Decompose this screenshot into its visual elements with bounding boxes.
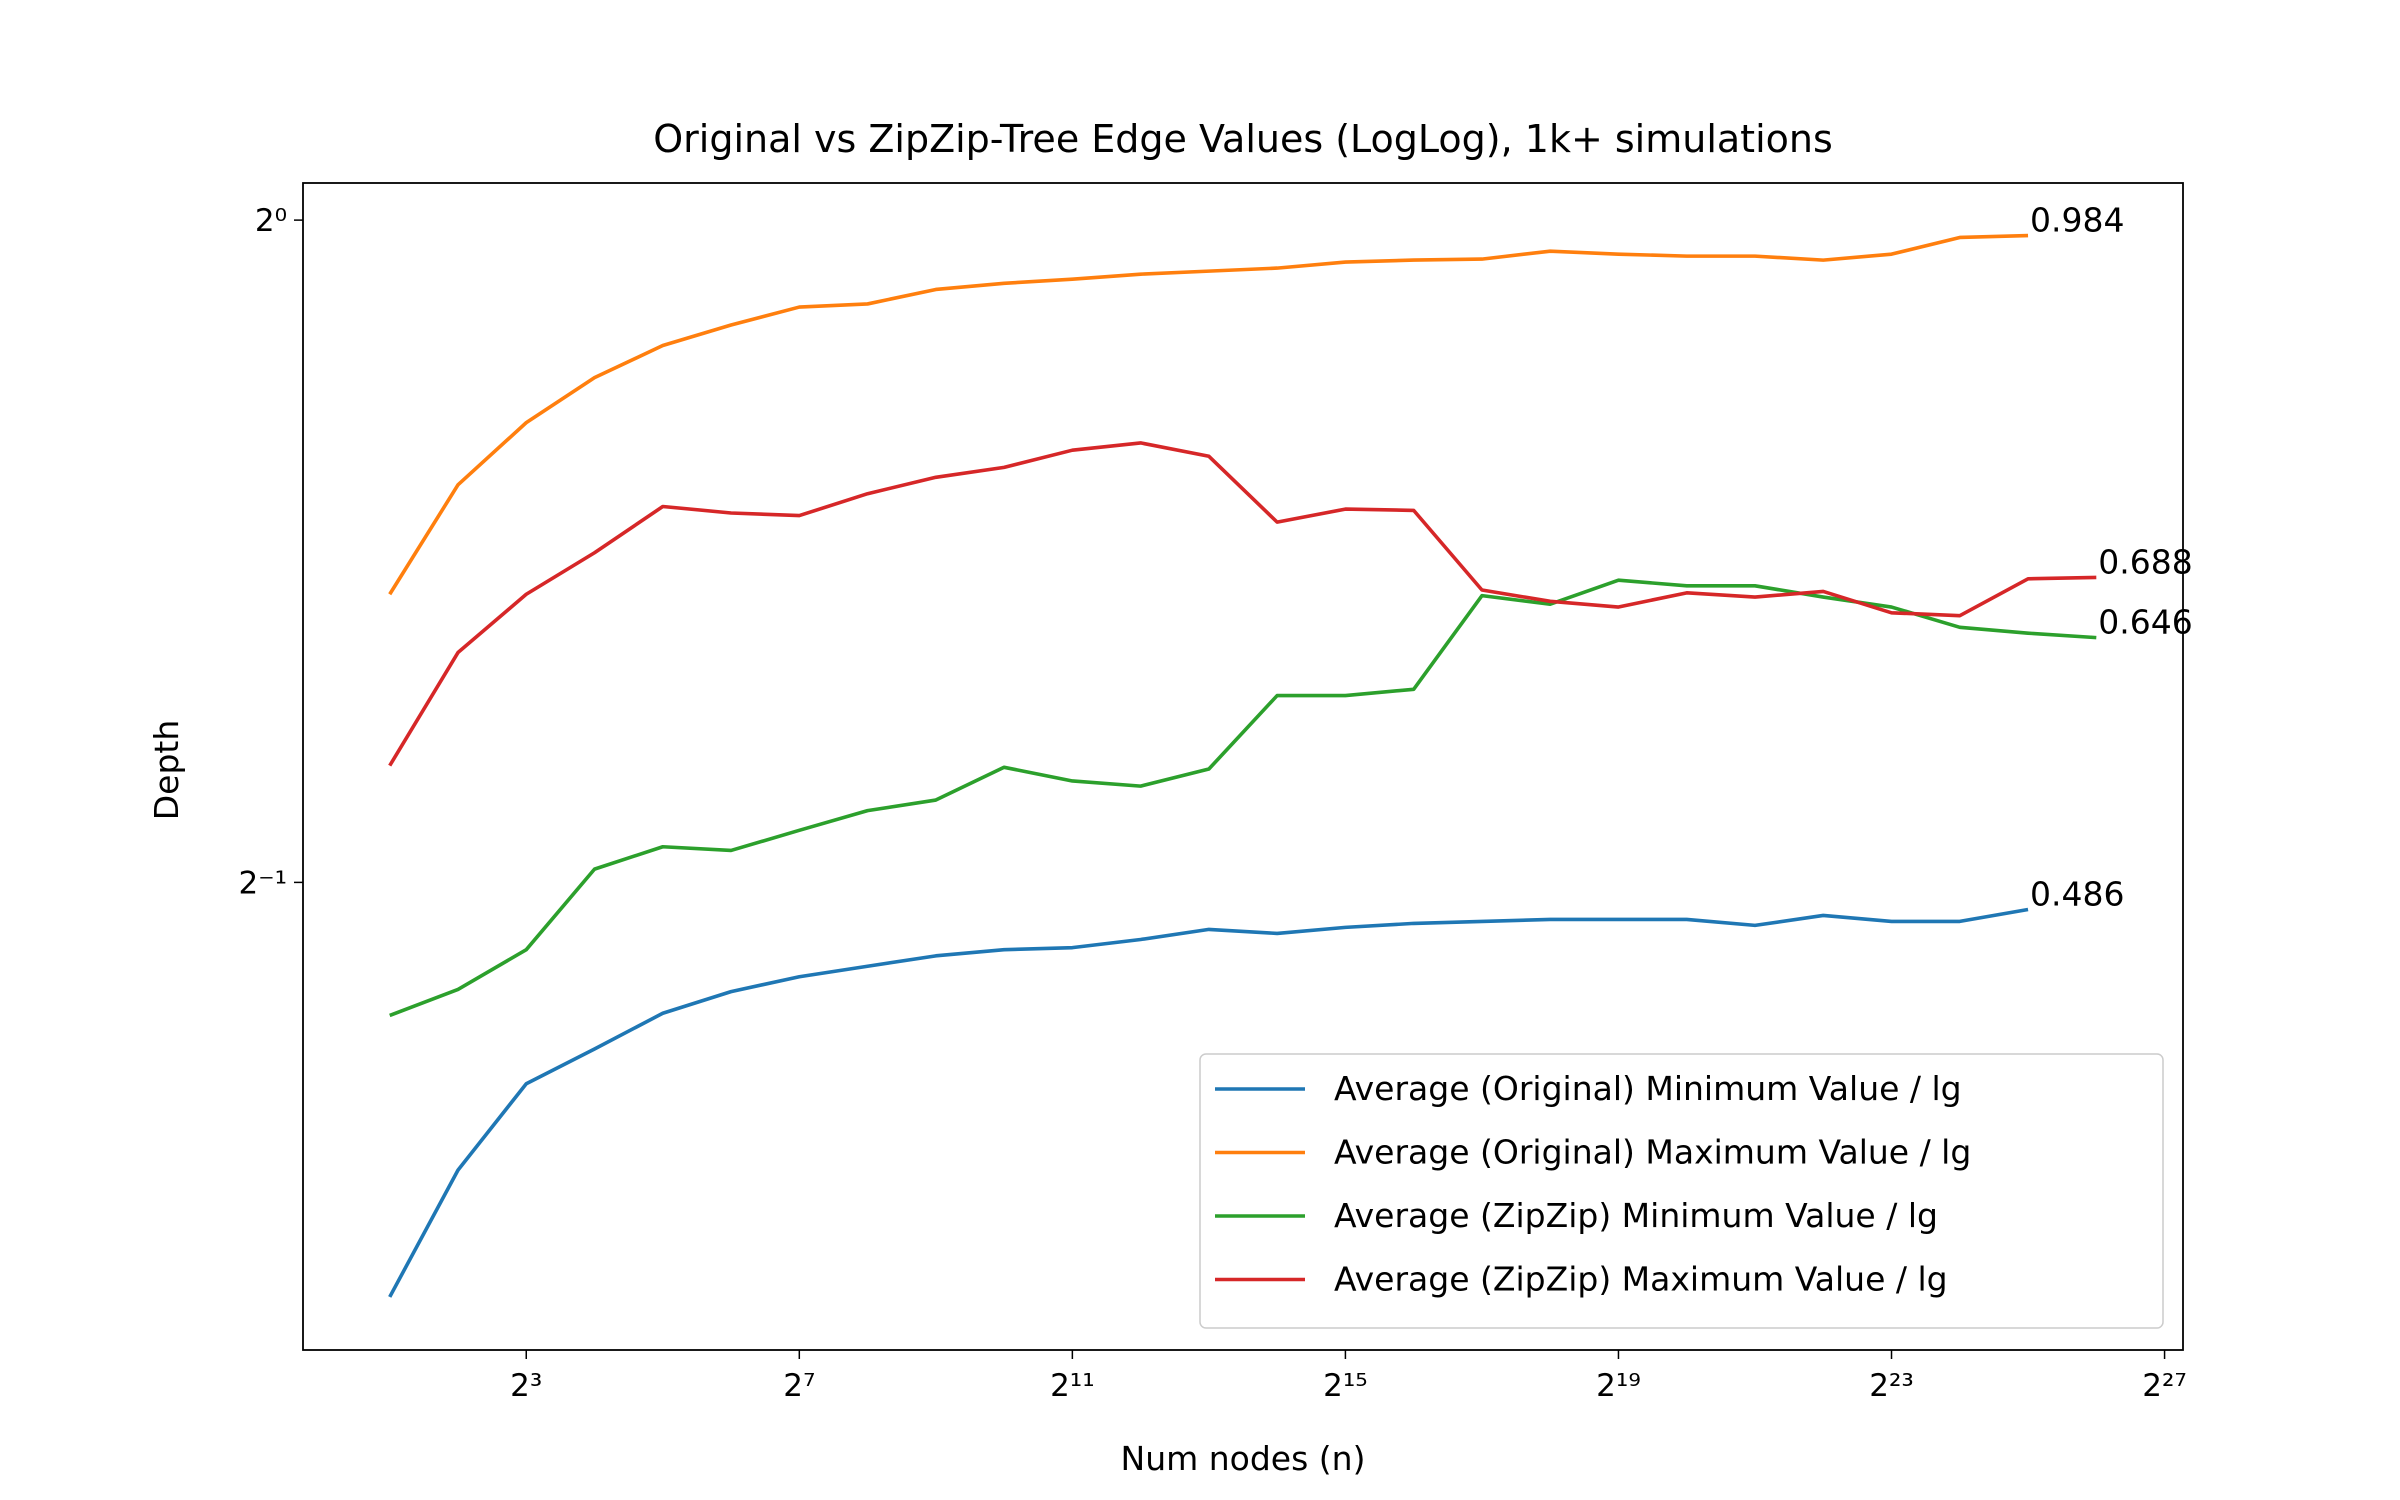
axes-frame	[302, 182, 2184, 1351]
x-tick-label: 2²⁷	[2142, 1368, 2187, 1404]
end-label: 0.688	[2098, 542, 2192, 581]
chart-title: Original vs ZipZip-Tree Edge Values (Log…	[653, 117, 1833, 161]
series-line	[388, 233, 2029, 596]
y-axis-label: Depth	[147, 720, 186, 821]
series-line	[388, 441, 2097, 767]
legend-label: Average (ZipZip) Minimum Value / lg	[1334, 1196, 1938, 1235]
end-label: 0.984	[2030, 201, 2124, 240]
x-tick-label: 2¹⁵	[1323, 1368, 1368, 1404]
legend: Average (Original) Minimum Value / lg Ave…	[1199, 1053, 2164, 1329]
x-tick-label: 2³	[510, 1368, 542, 1404]
legend-box	[1199, 1053, 2164, 1329]
series-line	[389, 578, 2097, 1018]
x-tick-label: 2¹¹	[1050, 1368, 1095, 1404]
x-tick-label: 2⁷	[783, 1368, 815, 1404]
legend-label: Average (Original) Minimum Value / lg	[1334, 1069, 1962, 1108]
x-tick-label: 2²³	[1869, 1368, 1914, 1404]
x-axis-label: Num nodes (n)	[1121, 1439, 1366, 1478]
end-label: 0.486	[2030, 875, 2124, 914]
legend-label: Average (Original) Maximum Value / lg	[1334, 1133, 1971, 1172]
y-tick-label: 2⁰	[255, 203, 287, 239]
x-tick-label: 2¹⁹	[1596, 1368, 1641, 1404]
end-label: 0.646	[2098, 603, 2192, 642]
series-line	[388, 907, 2029, 1298]
y-tick-label: 2⁻¹	[238, 865, 287, 901]
legend-label: Average (ZipZip) Maximum Value / lg	[1334, 1260, 1948, 1299]
